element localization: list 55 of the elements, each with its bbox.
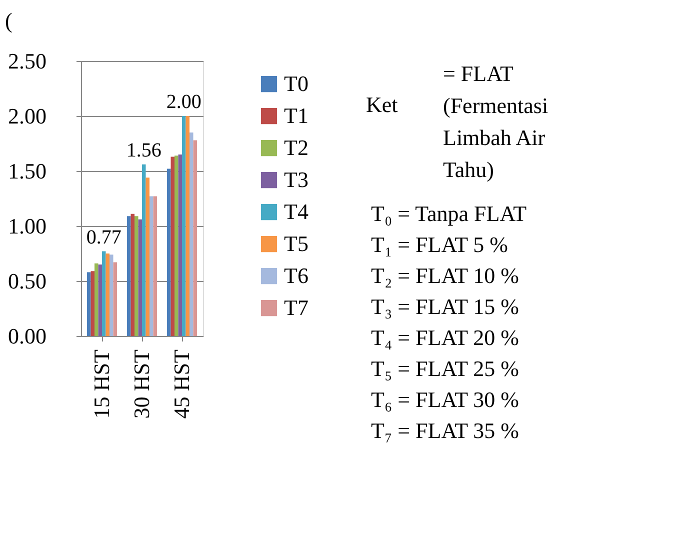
data-label: 1.56 — [126, 139, 162, 162]
text: T₇ = FLAT 35 % — [371, 418, 520, 443]
legend-label: T4 — [284, 199, 308, 224]
text: T₅ = FLAT 25 % — [371, 356, 520, 381]
y-tick-label: 1.50 — [8, 158, 46, 184]
text: Ket — [366, 92, 398, 117]
y-tick-label: 2.50 — [8, 48, 46, 74]
bar — [134, 216, 138, 336]
y-tick-label: 0.00 — [8, 324, 46, 348]
bar — [193, 140, 197, 336]
bar — [186, 116, 190, 336]
legend-label: T3 — [284, 167, 308, 192]
bar — [190, 132, 194, 336]
legend-label: T0 — [284, 71, 308, 96]
text: T₆ = FLAT 30 % — [371, 387, 520, 412]
bar — [106, 254, 110, 336]
legend-label: T2 — [284, 135, 308, 160]
bar — [138, 219, 142, 336]
bar — [87, 272, 91, 336]
x-tick-label: 30 HST — [129, 348, 154, 419]
bar — [182, 116, 186, 336]
bar — [90, 271, 94, 336]
text: = FLAT (Fermentasi Limbah Air Tahu) — [443, 61, 548, 182]
bar — [127, 216, 131, 336]
bar — [174, 156, 178, 336]
legend-label: T1 — [284, 103, 308, 128]
legend-label: T6 — [284, 263, 308, 288]
text: T₄ = FLAT 20 % — [371, 325, 520, 350]
bar — [153, 196, 157, 336]
bar — [167, 168, 171, 336]
bar — [94, 263, 98, 336]
bar — [102, 251, 106, 336]
legend-label: T5 — [284, 231, 308, 256]
data-label: 0.77 — [86, 226, 122, 248]
bar — [130, 214, 134, 336]
bar — [98, 264, 102, 336]
text: T₂ = FLAT 10 % — [371, 263, 520, 288]
text: T₀ = Tanpa FLAT — [371, 201, 528, 226]
bar — [170, 156, 174, 336]
bar — [110, 254, 114, 336]
y-tick-label: 1.00 — [8, 214, 46, 238]
bar — [113, 262, 117, 336]
x-tick-label: 15 HST — [89, 348, 114, 419]
text: ( — [5, 8, 12, 33]
bar — [146, 178, 150, 336]
data-label: 2.00 — [166, 91, 202, 113]
x-tick-label: 45 HST — [169, 348, 194, 419]
text: T₁ = FLAT 5 % — [371, 232, 508, 257]
bar — [178, 154, 182, 336]
y-tick-label: 2.00 — [8, 104, 46, 128]
text: T₃ = FLAT 15 % — [371, 294, 520, 319]
bar — [150, 196, 154, 336]
legend-label: T7 — [284, 295, 308, 320]
y-tick-label: 0.50 — [8, 268, 46, 294]
bar — [142, 164, 146, 336]
